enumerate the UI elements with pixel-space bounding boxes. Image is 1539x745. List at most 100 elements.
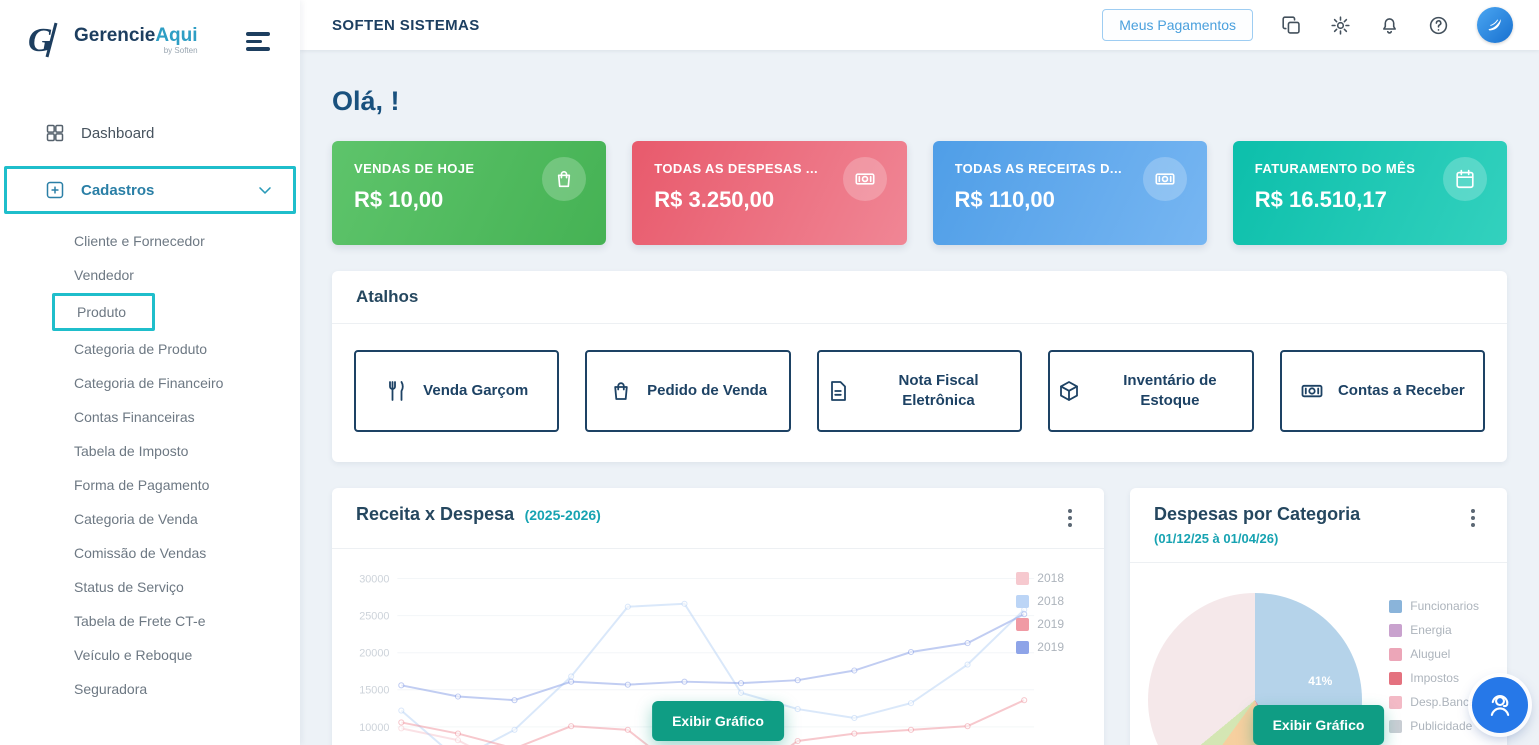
line-chart-title-group: Receita x Despesa (2025-2026) bbox=[356, 504, 601, 525]
menu-toggle-icon[interactable] bbox=[242, 28, 274, 55]
sidebar-item-cadastros[interactable]: Cadastros bbox=[4, 166, 296, 214]
sidebar: G GerencieAqui by Soften Dashboard Cadas… bbox=[0, 0, 300, 745]
brand-logo[interactable]: G GerencieAqui by Soften bbox=[26, 18, 198, 62]
sidebar-subitem-comissao-de-vendas[interactable]: Comissão de Vendas bbox=[0, 536, 300, 570]
line-chart-title: Receita x Despesa bbox=[356, 504, 515, 524]
sidebar-subitem-tabela-de-frete-ct-e[interactable]: Tabela de Frete CT-e bbox=[0, 604, 300, 638]
legend-swatch bbox=[1389, 623, 1403, 637]
svg-text:15000: 15000 bbox=[359, 685, 389, 697]
shortcuts-row: Venda Garçom Pedido de Venda Nota Fiscal E… bbox=[332, 324, 1507, 462]
sidebar-subitem-label: Veículo e Reboque bbox=[74, 647, 193, 663]
cadastros-submenu: Cliente e Fornecedor Vendedor Produto Categ… bbox=[0, 224, 300, 706]
brand-name-secondary: Aqui bbox=[155, 24, 198, 46]
shortcut-label: Venda Garçom bbox=[423, 381, 529, 399]
sidebar-subitem-categoria-de-venda[interactable]: Categoria de Venda bbox=[0, 502, 300, 536]
sidebar-subitem-label: Vendedor bbox=[74, 267, 134, 283]
stat-card-label: TODAS AS RECEITAS D... bbox=[954, 161, 1122, 176]
help-icon[interactable] bbox=[1428, 15, 1449, 36]
sidebar-subitem-label: Comissão de Vendas bbox=[74, 545, 207, 561]
stat-card-value: R$ 3.250,00 bbox=[654, 187, 775, 212]
sidebar-subitem-seguradora[interactable]: Seguradora bbox=[0, 672, 300, 706]
sidebar-subitem-produto[interactable]: Produto bbox=[0, 292, 300, 332]
sidebar-subitem-categoria-de-produto[interactable]: Categoria de Produto bbox=[0, 332, 300, 366]
legend-item: 2018 bbox=[1016, 594, 1064, 608]
legend-item: 2019 bbox=[1016, 617, 1064, 631]
package-icon bbox=[1057, 379, 1081, 403]
topbar: SOFTEN SISTEMAS Meus Pagamentos bbox=[300, 0, 1539, 50]
add-square-icon bbox=[45, 180, 65, 200]
line-chart-legend: 2018 2018 2019 2019 bbox=[1016, 571, 1064, 654]
pie-chart-title-group: Despesas por Categoria (01/12/25 à 01/04… bbox=[1154, 504, 1360, 546]
legend-item: Funcionarios bbox=[1389, 599, 1489, 613]
shopping-bag-icon bbox=[542, 157, 587, 201]
support-chat-button[interactable] bbox=[1472, 677, 1528, 733]
exibir-grafico-button[interactable]: Exibir Gráfico bbox=[652, 701, 784, 741]
sidebar-item-dashboard[interactable]: Dashboard bbox=[0, 110, 300, 156]
brand-name-primary: Gerencie bbox=[74, 24, 156, 46]
sidebar-subitem-categoria-de-financeiro[interactable]: Categoria de Financeiro bbox=[0, 366, 300, 400]
legend-swatch bbox=[1016, 617, 1030, 631]
line-chart: 30000250002000015000100005000 bbox=[359, 574, 1035, 745]
kebab-menu-icon[interactable] bbox=[1060, 504, 1080, 532]
svg-text:20000: 20000 bbox=[359, 648, 389, 660]
windows-copy-icon[interactable] bbox=[1281, 15, 1302, 36]
kebab-menu-icon[interactable] bbox=[1463, 504, 1483, 532]
gear-icon[interactable] bbox=[1330, 15, 1351, 36]
avatar[interactable] bbox=[1477, 7, 1513, 43]
stat-card-4: FATURAMENTO DO MÊS R$ 16.510,17 bbox=[1232, 141, 1507, 245]
legend-label: 2018 bbox=[1037, 571, 1064, 585]
legend-swatch bbox=[1016, 594, 1030, 608]
sidebar-subitem-veiculo-e-reboque[interactable]: Veículo e Reboque bbox=[0, 638, 300, 672]
stat-cards-row: VENDAS DE HOJE R$ 10,00 TODAS AS DESPESAS … bbox=[332, 141, 1507, 245]
sidebar-subitem-label: Categoria de Produto bbox=[74, 341, 208, 357]
calendar-icon bbox=[1443, 157, 1487, 201]
sidebar-subitem-cliente-e-fornecedor[interactable]: Cliente e Fornecedor bbox=[0, 224, 300, 258]
stat-card-label: TODAS AS DESPESAS ... bbox=[654, 161, 818, 176]
pie-chart-subtitle: (01/12/25 à 01/04/26) bbox=[1154, 531, 1279, 546]
sidebar-subitem-tabela-de-imposto[interactable]: Tabela de Imposto bbox=[0, 434, 300, 468]
legend-label: Energia bbox=[1410, 623, 1452, 637]
sidebar-subitem-vendedor[interactable]: Vendedor bbox=[0, 258, 300, 292]
sidebar-subitem-label: Forma de Pagamento bbox=[74, 477, 210, 493]
sidebar-subitem-label: Tabela de Frete CT-e bbox=[74, 613, 206, 629]
legend-swatch bbox=[1016, 640, 1030, 654]
document-icon bbox=[826, 379, 850, 403]
stat-card-value: R$ 10,00 bbox=[354, 187, 444, 212]
chevron-down-icon bbox=[255, 180, 275, 200]
stat-card-3: TODAS AS RECEITAS D... R$ 110,00 bbox=[932, 141, 1207, 245]
utensils-icon bbox=[385, 379, 409, 403]
sidebar-subitem-status-de-servico[interactable]: Status de Serviço bbox=[0, 570, 300, 604]
banknote-icon bbox=[1142, 157, 1187, 201]
shortcut-label: Inventário de Estoque bbox=[1123, 371, 1217, 409]
sidebar-subitem-label: Seguradora bbox=[74, 681, 148, 697]
company-title: SOFTEN SISTEMAS bbox=[332, 16, 480, 34]
pie-chart-body: Funcionarios Energia Aluguel Impostos Desp.B… bbox=[1130, 563, 1507, 745]
sidebar-subitem-forma-de-pagamento[interactable]: Forma de Pagamento bbox=[0, 468, 300, 502]
sidebar-subitem-label: Produto bbox=[52, 293, 156, 331]
shortcut-venda-garcom[interactable]: Venda Garçom bbox=[354, 350, 560, 432]
sidebar-subitem-label: Contas Financeiras bbox=[74, 409, 195, 425]
banknote-icon bbox=[842, 157, 887, 201]
bell-icon[interactable] bbox=[1379, 15, 1400, 36]
meus-pagamentos-button[interactable]: Meus Pagamentos bbox=[1102, 9, 1253, 41]
sidebar-header: G GerencieAqui by Soften bbox=[0, 0, 300, 62]
brand-mark-icon: G bbox=[26, 18, 70, 62]
grid-icon bbox=[45, 123, 65, 143]
shortcut-nota-fiscal-eletronica[interactable]: Nota Fiscal Eletrônica bbox=[816, 350, 1023, 432]
shortcut-contas-a-receber[interactable]: Contas a Receber bbox=[1279, 350, 1486, 432]
content-column: SOFTEN SISTEMAS Meus Pagamentos Olá, ! V… bbox=[300, 0, 1539, 745]
legend-label: Impostos bbox=[1410, 671, 1459, 685]
shortcuts-header: Atalhos bbox=[332, 271, 1507, 324]
shortcut-label: Contas a Receber bbox=[1337, 381, 1465, 399]
sidebar-subitem-label: Cliente e Fornecedor bbox=[74, 233, 205, 249]
shortcut-inventario-de-estoque[interactable]: Inventário de Estoque bbox=[1048, 350, 1254, 432]
legend-swatch bbox=[1389, 719, 1403, 733]
exibir-grafico-button[interactable]: Exibir Gráfico bbox=[1252, 705, 1385, 745]
shortcut-pedido-de-venda[interactable]: Pedido de Venda bbox=[585, 350, 791, 432]
sidebar-subitem-contas-financeiras[interactable]: Contas Financeiras bbox=[0, 400, 300, 434]
stat-card-value: R$ 110,00 bbox=[954, 187, 1055, 212]
shortcuts-title: Atalhos bbox=[356, 287, 419, 306]
legend-label: 2019 bbox=[1037, 640, 1064, 654]
legend-item: Publicidade bbox=[1389, 719, 1489, 733]
